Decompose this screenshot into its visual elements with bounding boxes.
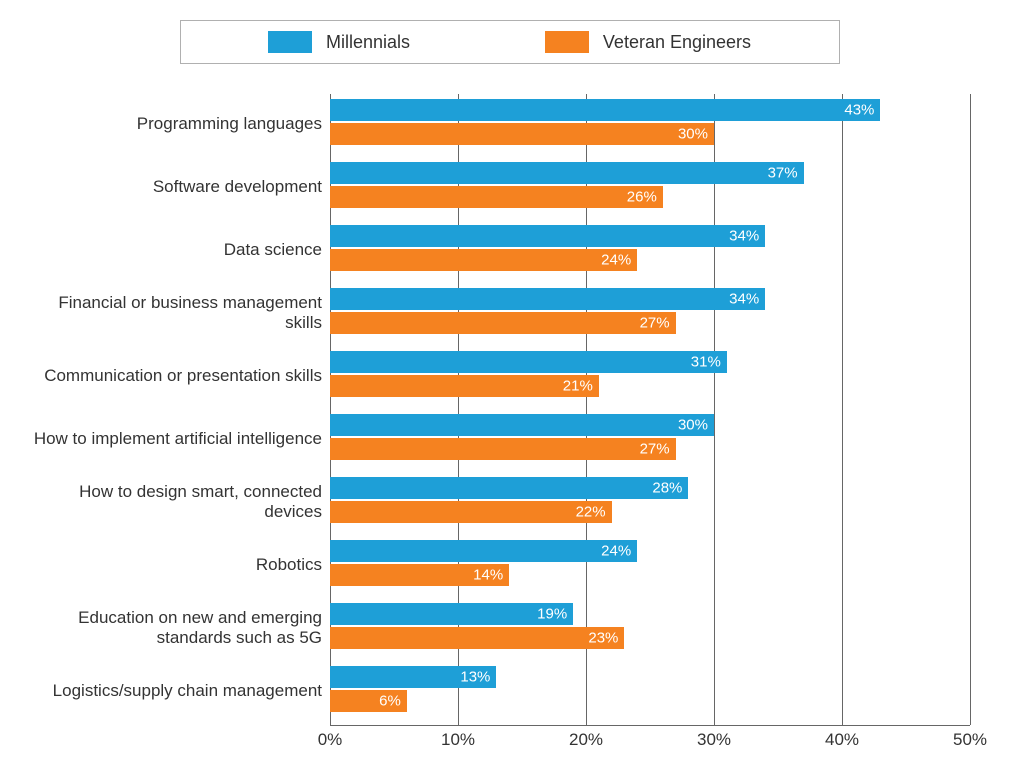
category-label: Logistics/supply chain management xyxy=(22,681,322,701)
category-row: Software development37%26% xyxy=(330,157,970,217)
legend-swatch-veteran xyxy=(545,31,589,53)
bar-value-label: 22% xyxy=(576,504,606,521)
category-label: Software development xyxy=(22,177,322,197)
bar-millennials: 31% xyxy=(330,351,727,373)
bar-veteran: 21% xyxy=(330,375,599,397)
bar-veteran: 23% xyxy=(330,627,624,649)
category-row: Programming languages43%30% xyxy=(330,94,970,154)
bar-value-label: 23% xyxy=(588,630,618,647)
x-tick-label: 50% xyxy=(953,730,987,750)
bar-value-label: 30% xyxy=(678,126,708,143)
bar-veteran: 24% xyxy=(330,249,637,271)
bar-value-label: 27% xyxy=(640,315,670,332)
x-tick-label: 40% xyxy=(825,730,859,750)
bar-value-label: 24% xyxy=(601,252,631,269)
bar-value-label: 34% xyxy=(729,228,759,245)
x-tick-label: 10% xyxy=(441,730,475,750)
bar-millennials: 37% xyxy=(330,162,804,184)
bar-millennials: 24% xyxy=(330,540,637,562)
category-label: How to implement artificial intelligence xyxy=(22,429,322,449)
legend-label-veteran: Veteran Engineers xyxy=(603,32,751,53)
bar-veteran: 27% xyxy=(330,312,676,334)
bar-value-label: 19% xyxy=(537,606,567,623)
bar-millennials: 30% xyxy=(330,414,714,436)
gridline xyxy=(970,94,971,725)
bar-veteran: 27% xyxy=(330,438,676,460)
bar-value-label: 24% xyxy=(601,543,631,560)
legend-item-millennials: Millennials xyxy=(268,31,410,53)
category-row: How to implement artificial intelligence… xyxy=(330,409,970,469)
category-label: Financial or business management skills xyxy=(22,293,322,333)
category-row: Logistics/supply chain management13%6% xyxy=(330,661,970,721)
bar-value-label: 14% xyxy=(473,567,503,584)
bar-veteran: 6% xyxy=(330,690,407,712)
category-row: Robotics24%14% xyxy=(330,535,970,595)
bar-veteran: 22% xyxy=(330,501,612,523)
bar-millennials: 43% xyxy=(330,99,880,121)
bar-millennials: 13% xyxy=(330,666,496,688)
bar-value-label: 37% xyxy=(768,165,798,182)
bar-value-label: 27% xyxy=(640,441,670,458)
category-label: Programming languages xyxy=(22,114,322,134)
category-label: Robotics xyxy=(22,555,322,575)
category-label: Education on new and emerging standards … xyxy=(22,608,322,648)
category-row: Communication or presentation skills31%2… xyxy=(330,346,970,406)
category-label: Data science xyxy=(22,240,322,260)
bar-millennials: 19% xyxy=(330,603,573,625)
bar-value-label: 21% xyxy=(563,378,593,395)
category-row: Education on new and emerging standards … xyxy=(330,598,970,658)
bar-veteran: 26% xyxy=(330,186,663,208)
category-label: Communication or presentation skills xyxy=(22,366,322,386)
bar-millennials: 34% xyxy=(330,225,765,247)
legend: Millennials Veteran Engineers xyxy=(180,20,840,64)
x-tick-label: 30% xyxy=(697,730,731,750)
plot-area: 0%10%20%30%40%50%Programming languages43… xyxy=(330,94,970,726)
bar-value-label: 31% xyxy=(691,354,721,371)
x-tick-label: 20% xyxy=(569,730,603,750)
bar-value-label: 26% xyxy=(627,189,657,206)
chart: Millennials Veteran Engineers 0%10%20%30… xyxy=(20,20,999,726)
bar-value-label: 43% xyxy=(844,102,874,119)
bar-value-label: 30% xyxy=(678,417,708,434)
bar-value-label: 13% xyxy=(460,669,490,686)
category-row: Data science34%24% xyxy=(330,220,970,280)
category-row: Financial or business management skills3… xyxy=(330,283,970,343)
legend-item-veteran: Veteran Engineers xyxy=(545,31,751,53)
category-row: How to design smart, connected devices28… xyxy=(330,472,970,532)
x-tick-label: 0% xyxy=(318,730,343,750)
bar-millennials: 28% xyxy=(330,477,688,499)
category-label: How to design smart, connected devices xyxy=(22,482,322,522)
bar-veteran: 30% xyxy=(330,123,714,145)
bar-value-label: 28% xyxy=(652,480,682,497)
bar-veteran: 14% xyxy=(330,564,509,586)
bar-value-label: 6% xyxy=(379,693,401,710)
bar-value-label: 34% xyxy=(729,291,759,308)
legend-swatch-millennials xyxy=(268,31,312,53)
legend-label-millennials: Millennials xyxy=(326,32,410,53)
bar-millennials: 34% xyxy=(330,288,765,310)
